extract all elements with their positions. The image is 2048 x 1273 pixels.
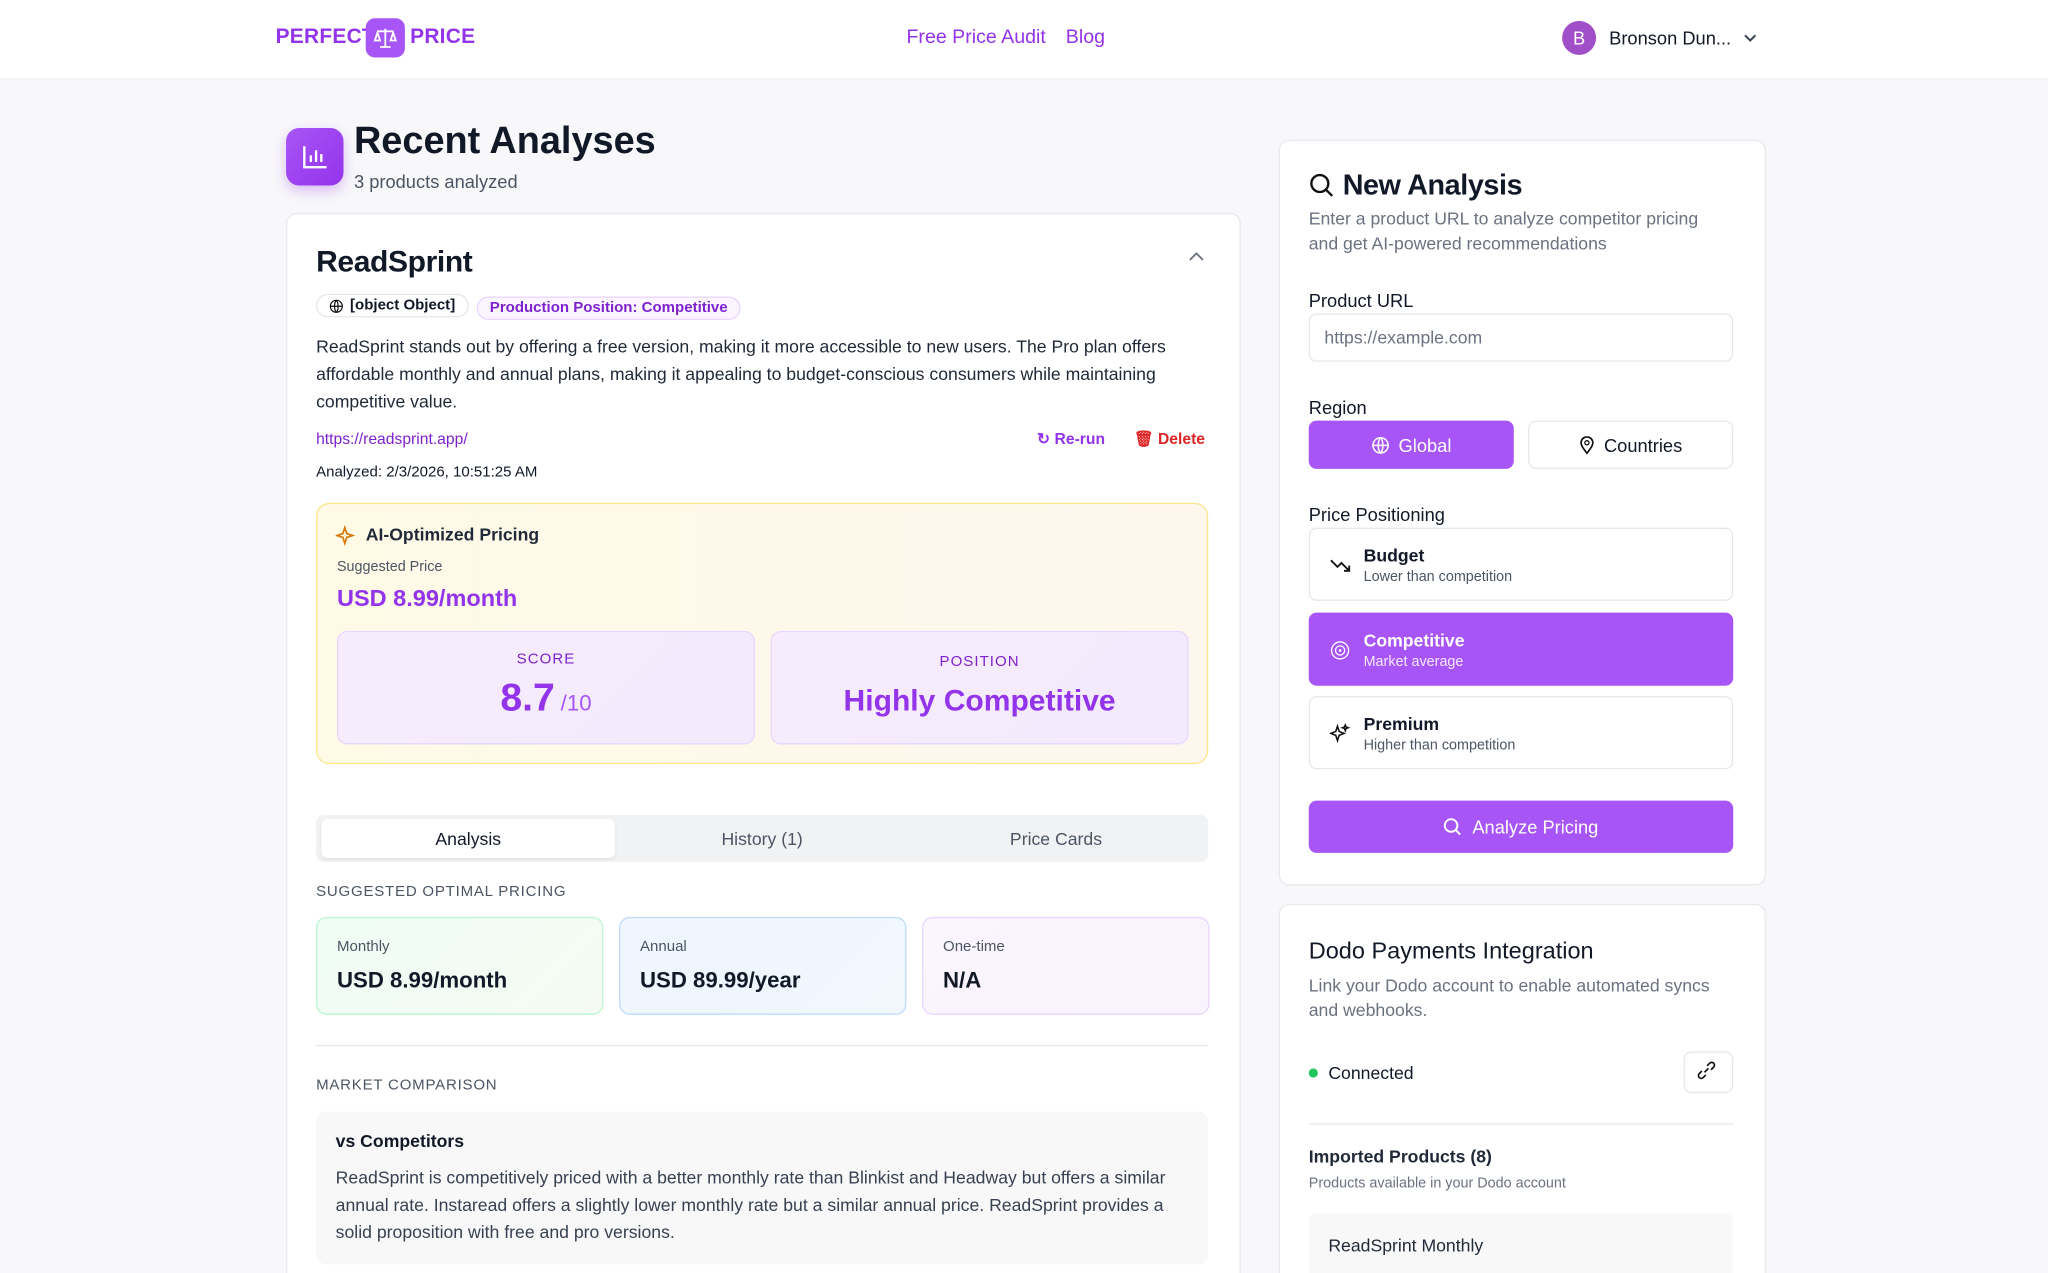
position-option[interactable]: Premium Higher than competition xyxy=(1308,696,1734,770)
option-subtitle: Lower than competition xyxy=(1363,569,1513,586)
price-card: One-time N/A xyxy=(922,916,1210,1015)
region-button[interactable]: Global xyxy=(1308,420,1514,469)
analyze-label: Analyze Pricing xyxy=(1472,816,1599,838)
tab-label[interactable]: Analysis xyxy=(435,829,502,849)
avatar[interactable]: B xyxy=(1562,20,1597,55)
option-title: Budget xyxy=(1363,545,1425,566)
score-suffix: /10 xyxy=(560,690,592,716)
divider xyxy=(1308,1123,1734,1125)
field-label: Price Positioning xyxy=(1308,504,1445,526)
region-button[interactable]: Countries xyxy=(1528,420,1734,469)
price-value: N/A xyxy=(943,967,982,993)
position-box xyxy=(770,630,1189,745)
product-description: ReadSprint stands out by offering a free… xyxy=(316,336,1166,412)
rerun-label: Re-run xyxy=(1054,429,1106,448)
nav-link[interactable]: Blog xyxy=(1065,26,1106,49)
divider xyxy=(316,1044,1209,1047)
section-subtitle: 3 products analyzed xyxy=(353,171,518,192)
position-option[interactable]: Competitive Market average xyxy=(1308,612,1734,686)
option-title: Competitive xyxy=(1363,630,1465,651)
analyze-button[interactable]: Analyze Pricing xyxy=(1308,800,1734,853)
sparkle-icon xyxy=(335,525,356,546)
url-placeholder: https://example.com xyxy=(1324,327,1483,348)
imported-title: Imported Products (8) xyxy=(1308,1146,1492,1167)
rerun-button[interactable]: ↻ Re-run xyxy=(1037,429,1106,448)
price-value: USD 89.99/year xyxy=(639,967,801,993)
option-title: Premium xyxy=(1363,714,1440,735)
position-label: Production Position: Competitive xyxy=(476,296,741,320)
url-input[interactable] xyxy=(1308,313,1734,362)
region-label: Global xyxy=(1398,434,1452,456)
analyzed-date: Analyzed: 2/3/2026, 10:51:25 AM xyxy=(316,464,538,481)
delete-button[interactable]: 🗑 Delete xyxy=(1133,429,1206,448)
price-label: Annual xyxy=(639,939,687,955)
card-description: Link your Dodo account to enable automat… xyxy=(1308,975,1710,1021)
market-heading: vs Competitors xyxy=(335,1131,465,1151)
brand-logo[interactable] xyxy=(365,18,405,58)
product-url[interactable]: https://readsprint.app/ xyxy=(316,429,468,448)
status-label: Connected xyxy=(1328,1063,1414,1083)
position-option[interactable]: Budget Lower than competition xyxy=(1308,527,1734,601)
tab-label[interactable]: History (1) xyxy=(721,829,803,849)
score-value: 8.7 xyxy=(500,676,555,720)
market-text: ReadSprint is competitively priced with … xyxy=(335,1167,1166,1243)
card-description: Enter a product URL to analyze competito… xyxy=(1308,208,1699,254)
product-item-name: ReadSprint Monthly xyxy=(1328,1235,1484,1256)
section-icon xyxy=(286,127,344,186)
card-title: Dodo Payments Integration xyxy=(1308,937,1594,964)
price-value: USD 8.99/month xyxy=(336,967,508,993)
brand-right[interactable]: PRICE xyxy=(410,26,476,49)
section-title: Recent Analyses xyxy=(353,120,656,162)
score-box xyxy=(336,630,755,745)
market-box xyxy=(316,1111,1209,1265)
status-dot xyxy=(1308,1068,1318,1078)
price-card: Annual USD 89.99/year xyxy=(619,916,907,1015)
product-name: ReadSprint xyxy=(316,244,473,279)
score-line: 8.7 /10 xyxy=(337,677,755,721)
user-name[interactable]: Bronson Dun... xyxy=(1609,27,1732,49)
score-label: SCORE xyxy=(516,651,576,668)
position-box-label: POSITION xyxy=(939,654,1020,671)
collapse-toggle[interactable] xyxy=(1187,248,1205,264)
option-subtitle: Market average xyxy=(1363,654,1464,671)
field-label: Product URL xyxy=(1308,289,1414,311)
suggested-price: USD 8.99/month xyxy=(336,585,518,612)
nav-link[interactable]: Free Price Audit xyxy=(906,26,1046,49)
market-label: [object Object] xyxy=(350,297,456,314)
top-bar xyxy=(0,0,2048,80)
chevron[interactable] xyxy=(1742,30,1758,46)
tab-label[interactable]: Price Cards xyxy=(1009,829,1103,849)
imported-subtitle: Products available in your Dodo account xyxy=(1308,1175,1566,1192)
field-label: Region xyxy=(1308,397,1367,418)
price-label: Monthly xyxy=(336,939,390,955)
search-icon xyxy=(1310,173,1334,197)
brand-left[interactable]: PERFECT xyxy=(275,26,375,49)
delete-label: Delete xyxy=(1157,429,1206,448)
price-card: Monthly USD 8.99/month xyxy=(316,916,604,1015)
price-label: One-time xyxy=(943,939,1005,955)
active-tab[interactable] xyxy=(321,818,616,859)
disconnect-button[interactable] xyxy=(1683,1051,1734,1094)
new-analysis-card xyxy=(1278,139,1766,886)
position-value: Highly Competitive xyxy=(843,683,1116,718)
market-chip: [object Object] xyxy=(316,293,469,319)
suggested-label: Suggested Price xyxy=(336,559,443,575)
section-label: MARKET COMPARISON xyxy=(316,1077,498,1094)
position-chip: Production Position: Competitive xyxy=(476,295,741,320)
option-subtitle: Higher than competition xyxy=(1363,737,1516,754)
card-title: New Analysis xyxy=(1342,168,1523,202)
product-item[interactable] xyxy=(1308,1213,1734,1273)
region-label: Countries xyxy=(1603,434,1683,456)
ai-title: AI-Optimized Pricing xyxy=(365,525,540,545)
section-label: SUGGESTED OPTIMAL PRICING xyxy=(316,884,567,900)
